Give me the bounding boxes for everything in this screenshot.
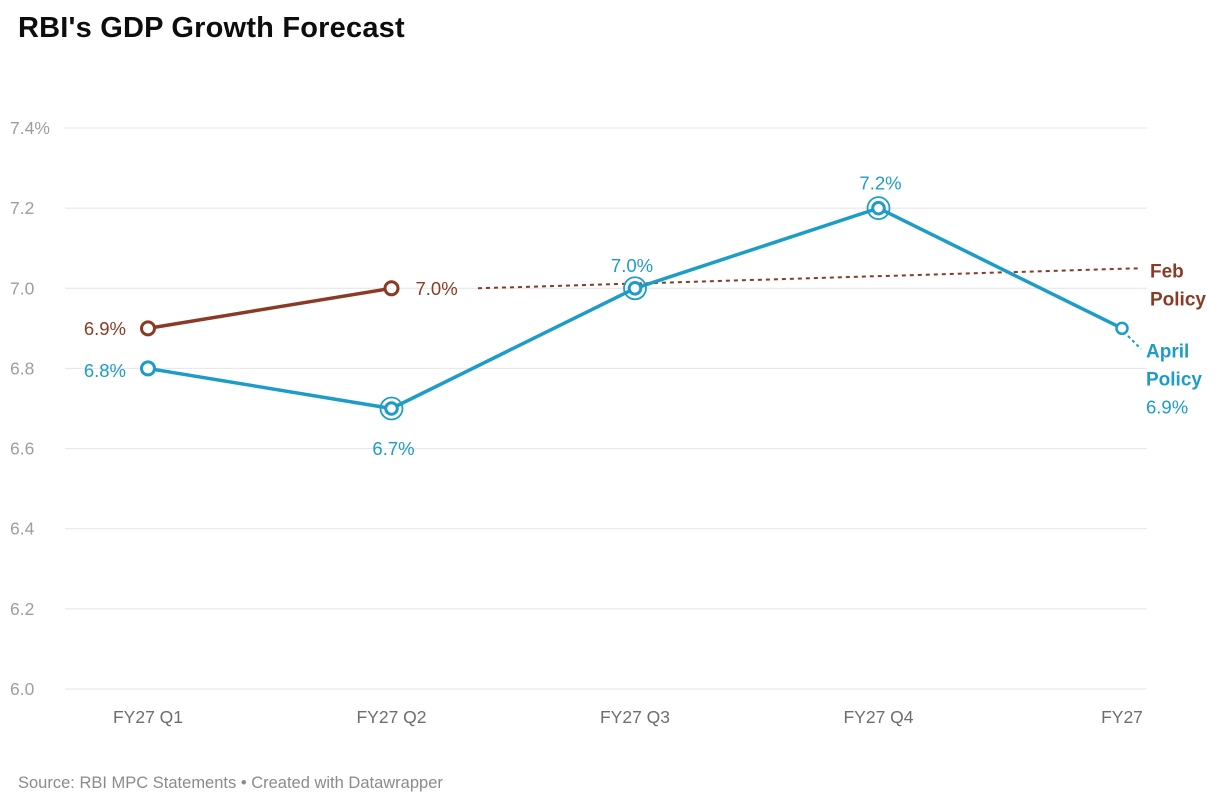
- y-axis-tick-label: 7.4%: [10, 118, 50, 138]
- data-label: 6.7%: [372, 438, 414, 459]
- y-axis-tick-label: 6.6: [10, 439, 34, 459]
- y-axis-tick-label: 6.0: [10, 679, 35, 699]
- april-policy-series-label: April: [1146, 342, 1189, 363]
- y-axis-tick-label: 6.2: [10, 599, 34, 619]
- feb-policy-series-label: Feb: [1150, 262, 1184, 283]
- feb-policy-series-label: Policy: [1150, 290, 1206, 311]
- april-policy-point-marker: [627, 280, 643, 296]
- april-policy-point-marker: [1115, 321, 1129, 336]
- data-label: 7.0%: [416, 278, 458, 299]
- y-axis-tick-label: 6.8: [10, 358, 34, 378]
- x-axis-category-label: FY27 Q1: [113, 707, 183, 727]
- data-label: 7.2%: [859, 173, 901, 194]
- data-label: 6.9%: [84, 318, 126, 339]
- april-policy-point-marker: [384, 401, 399, 416]
- april-policy-leader-line: [1127, 335, 1142, 350]
- april-policy-point-halo: [623, 276, 647, 301]
- april-policy-point-marker: [871, 200, 886, 216]
- data-label: 6.8%: [84, 360, 126, 381]
- feb-policy-projection-line: [477, 267, 1141, 290]
- x-axis-category-label: FY27 Q3: [600, 707, 670, 727]
- april-policy-point-halo: [866, 196, 891, 221]
- april-policy-line: [146, 206, 1124, 411]
- feb-policy-line: [146, 286, 394, 331]
- data-label: 7.0%: [611, 255, 653, 276]
- feb-policy-point-marker: [383, 280, 400, 297]
- source-note: Source: RBI MPC Statements • Created wit…: [18, 774, 443, 792]
- y-axis-tick-label: 6.4: [10, 519, 35, 539]
- x-axis-category-label: FY27 Q4: [843, 707, 913, 727]
- feb-policy-point-marker: [140, 320, 156, 337]
- april-policy-point-halo: [379, 396, 404, 421]
- april-policy-series-label: Policy: [1146, 370, 1202, 391]
- x-axis-category-label: FY27: [1101, 707, 1143, 727]
- y-axis-tick-label: 7.0: [10, 278, 35, 298]
- april-policy-point-marker: [140, 360, 156, 377]
- april-policy-end-value-label: 6.9%: [1146, 397, 1188, 418]
- y-axis-tick-label: 7.2: [10, 198, 34, 218]
- page-title: RBI's GDP Growth Forecast: [18, 12, 405, 44]
- x-axis-category-label: FY27 Q2: [356, 707, 426, 727]
